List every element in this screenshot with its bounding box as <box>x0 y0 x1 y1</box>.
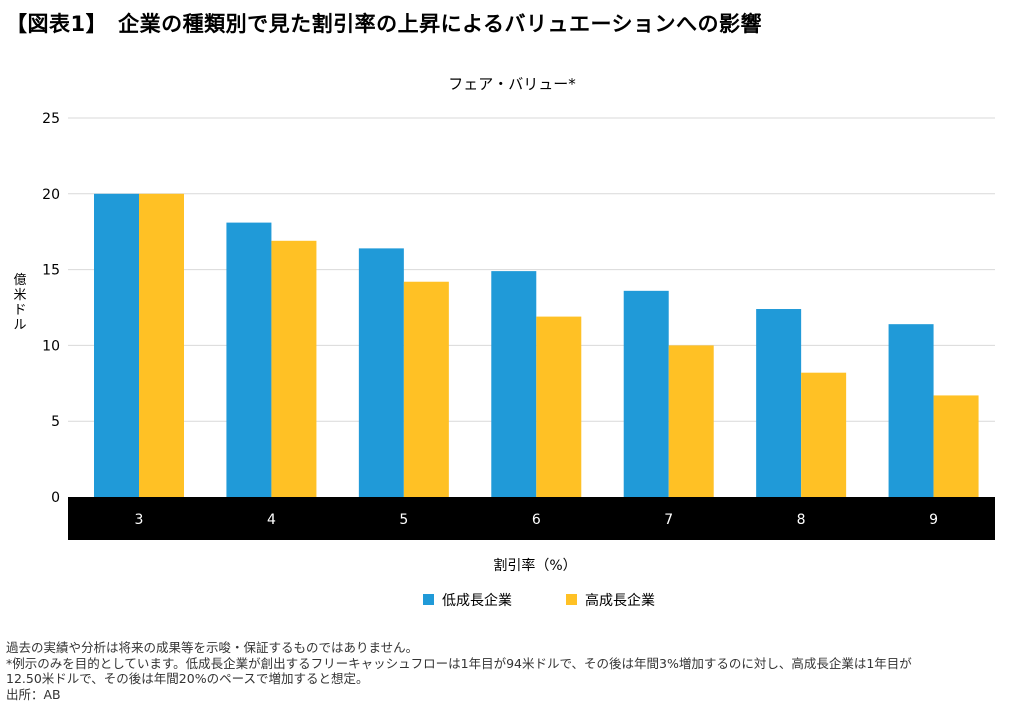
footnote-assumption: *例示のみを目的としています。低成長企業が創出するフリーキャッシュフローは1年目… <box>6 655 912 671</box>
y-tick-label: 10 <box>42 338 60 354</box>
footnotes: 過去の実績や分析は将来の成果等を示唆・保証するものではありません。 *例示のみを… <box>6 640 1018 702</box>
bar-chart: フェア・バリュー* 億米ドル 0 5 10 15 20 25 3 4 5 6 7 8 9 割引率（%）… <box>13 75 995 609</box>
bar-low-growth <box>94 193 139 498</box>
bar-high-growth <box>403 281 449 497</box>
bar-low-growth <box>226 222 272 497</box>
bar-low-growth <box>888 324 934 497</box>
legend-swatch-low-growth <box>423 594 434 605</box>
y-tick-label: 15 <box>42 263 60 279</box>
bar-low-growth <box>491 271 537 497</box>
y-tick-label: 25 <box>42 111 60 127</box>
bar-low-growth <box>623 290 669 497</box>
bar-low-growth <box>358 248 404 497</box>
footnote-assumption-cont: 12.50米ドルで、その後は年間20%のペースで増加すると想定。 <box>6 671 369 686</box>
x-tick-label: 4 <box>267 512 276 528</box>
x-tick-label: 6 <box>532 512 541 528</box>
legend-label-low-growth: 低成長企業 <box>442 592 512 609</box>
legend-swatch-high-growth <box>566 594 577 605</box>
page-title: 【図表1】 企業の種類別で見た割引率の上昇によるバリュエーションへの影響 <box>6 12 763 36</box>
bars <box>94 193 979 498</box>
y-tick-label: 20 <box>42 187 60 203</box>
x-tick-label: 3 <box>135 512 144 528</box>
bar-high-growth <box>801 372 847 497</box>
x-axis-label: 割引率（%） <box>493 557 576 574</box>
bar-high-growth <box>271 240 317 497</box>
y-axis-label: 億米ドル <box>13 272 26 333</box>
bar-high-growth <box>933 395 979 497</box>
y-tick-label: 0 <box>51 490 60 506</box>
chart-title: フェア・バリュー* <box>448 75 576 93</box>
bar-high-growth <box>668 345 714 497</box>
y-tick-label: 5 <box>51 414 60 430</box>
x-tick-label: 5 <box>399 512 408 528</box>
x-tick-label: 7 <box>664 512 673 528</box>
bar-high-growth <box>139 193 184 498</box>
legend-label-high-growth: 高成長企業 <box>585 592 655 609</box>
footnote-source: 出所：AB <box>6 686 61 702</box>
x-tick-label: 8 <box>797 512 806 528</box>
x-tick-label: 9 <box>929 512 938 528</box>
y-axis-ticks: 0 5 10 15 20 25 <box>42 111 60 506</box>
bar-high-growth <box>536 316 582 497</box>
x-axis-band <box>68 497 995 540</box>
bar-low-growth <box>756 309 802 497</box>
x-axis-ticks: 3 4 5 6 7 8 9 <box>135 512 938 528</box>
footnote-disclaimer: 過去の実績や分析は将来の成果等を示唆・保証するものではありません。 <box>6 640 419 655</box>
legend: 低成長企業 高成長企業 <box>423 592 655 609</box>
